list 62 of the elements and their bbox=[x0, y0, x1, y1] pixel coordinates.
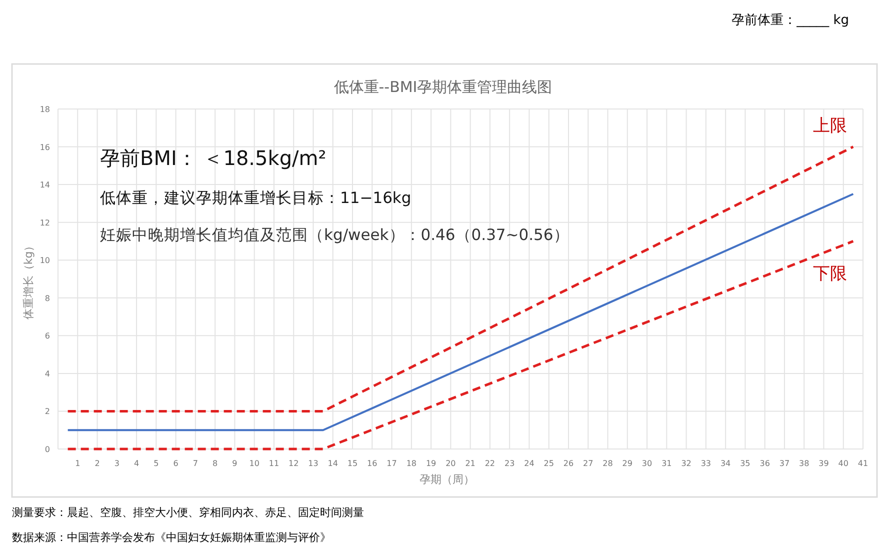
x-tick-label: 17 bbox=[386, 459, 397, 468]
x-tick-label: 41 bbox=[858, 459, 868, 468]
x-tick-label: 37 bbox=[779, 459, 790, 468]
text: 测量要求：晨起、空腹、排空大小便、穿相同内衣、赤足、固定时间测量 bbox=[12, 506, 364, 519]
x-tick-label: 15 bbox=[347, 459, 358, 468]
x-tick-label: 31 bbox=[662, 459, 672, 468]
y-tick-label: 10 bbox=[40, 256, 50, 266]
y-tick-label: 18 bbox=[40, 105, 50, 114]
x-tick-label: 18 bbox=[406, 459, 417, 468]
x-axis-title: 孕期（周） bbox=[420, 473, 474, 486]
x-tick-label: 28 bbox=[602, 459, 613, 468]
annotation: 妊娠中晚期增长值均值及范围（kg/week）：0.46（0.37~0.56） bbox=[100, 226, 570, 244]
x-tick-label: 9 bbox=[232, 459, 238, 468]
text: 孕前体重：_____ kg bbox=[732, 13, 849, 28]
x-tick-label: 11 bbox=[268, 459, 280, 468]
y-tick-label: 8 bbox=[44, 294, 50, 303]
x-tick-label: 7 bbox=[192, 459, 198, 468]
source-note: 数据来源：中国营养学会发布《中国妇女妊娠期体重监测与评价》 bbox=[12, 531, 331, 544]
x-tick-label: 21 bbox=[465, 459, 476, 468]
annotation: 孕前BMI： ＜18.5kg/m² bbox=[100, 146, 326, 170]
x-tick-label: 1 bbox=[75, 459, 80, 468]
y-tick-label: 12 bbox=[40, 218, 50, 228]
x-tick-label: 27 bbox=[583, 459, 594, 468]
x-tick-label: 12 bbox=[288, 459, 299, 468]
x-tick-label: 6 bbox=[173, 459, 178, 468]
x-tick-label: 38 bbox=[799, 459, 810, 468]
x-tick-label: 29 bbox=[622, 459, 632, 468]
x-tick-label: 39 bbox=[818, 459, 829, 468]
series-label: 下限 bbox=[813, 264, 848, 284]
x-tick-label: 19 bbox=[426, 459, 436, 468]
x-tick-label: 10 bbox=[249, 459, 260, 468]
x-tick-label: 20 bbox=[446, 459, 456, 468]
annotation: 低体重，建议孕期体重增长目标：11−16kg bbox=[100, 189, 412, 207]
x-tick-label: 25 bbox=[544, 459, 554, 468]
x-tick-label: 35 bbox=[740, 459, 750, 468]
x-tick-label: 13 bbox=[308, 459, 318, 468]
y-tick-label: 2 bbox=[44, 407, 50, 416]
x-tick-label: 2 bbox=[94, 459, 100, 468]
x-tick-label: 26 bbox=[563, 459, 574, 468]
x-tick-label: 30 bbox=[642, 459, 652, 468]
x-tick-label: 40 bbox=[838, 459, 848, 468]
x-tick-label: 14 bbox=[328, 459, 338, 468]
chart-title: 低体重--BMI孕期体重管理曲线图 bbox=[334, 78, 552, 96]
y-tick-label: 4 bbox=[44, 369, 50, 378]
x-tick-label: 16 bbox=[367, 459, 378, 468]
x-tick-label: 8 bbox=[212, 459, 218, 468]
series-label: 上限 bbox=[813, 116, 848, 136]
x-tick-label: 33 bbox=[700, 459, 712, 468]
x-tick-label: 5 bbox=[154, 459, 159, 468]
y-tick-label: 16 bbox=[40, 142, 50, 152]
x-tick-label: 36 bbox=[760, 459, 770, 468]
x-tick-label: 32 bbox=[681, 459, 692, 468]
x-tick-label: 23 bbox=[504, 459, 515, 468]
y-tick-label: 0 bbox=[44, 445, 50, 454]
x-tick-label: 34 bbox=[720, 459, 731, 468]
x-tick-label: 24 bbox=[524, 459, 534, 468]
x-tick-label: 4 bbox=[134, 459, 140, 468]
x-tick-label: 3 bbox=[114, 459, 120, 468]
x-tick-label: 22 bbox=[484, 459, 496, 468]
y-axis-title: 体重增长（kg） bbox=[22, 240, 35, 320]
y-tick-label: 6 bbox=[44, 332, 50, 341]
y-tick-label: 14 bbox=[40, 180, 50, 190]
